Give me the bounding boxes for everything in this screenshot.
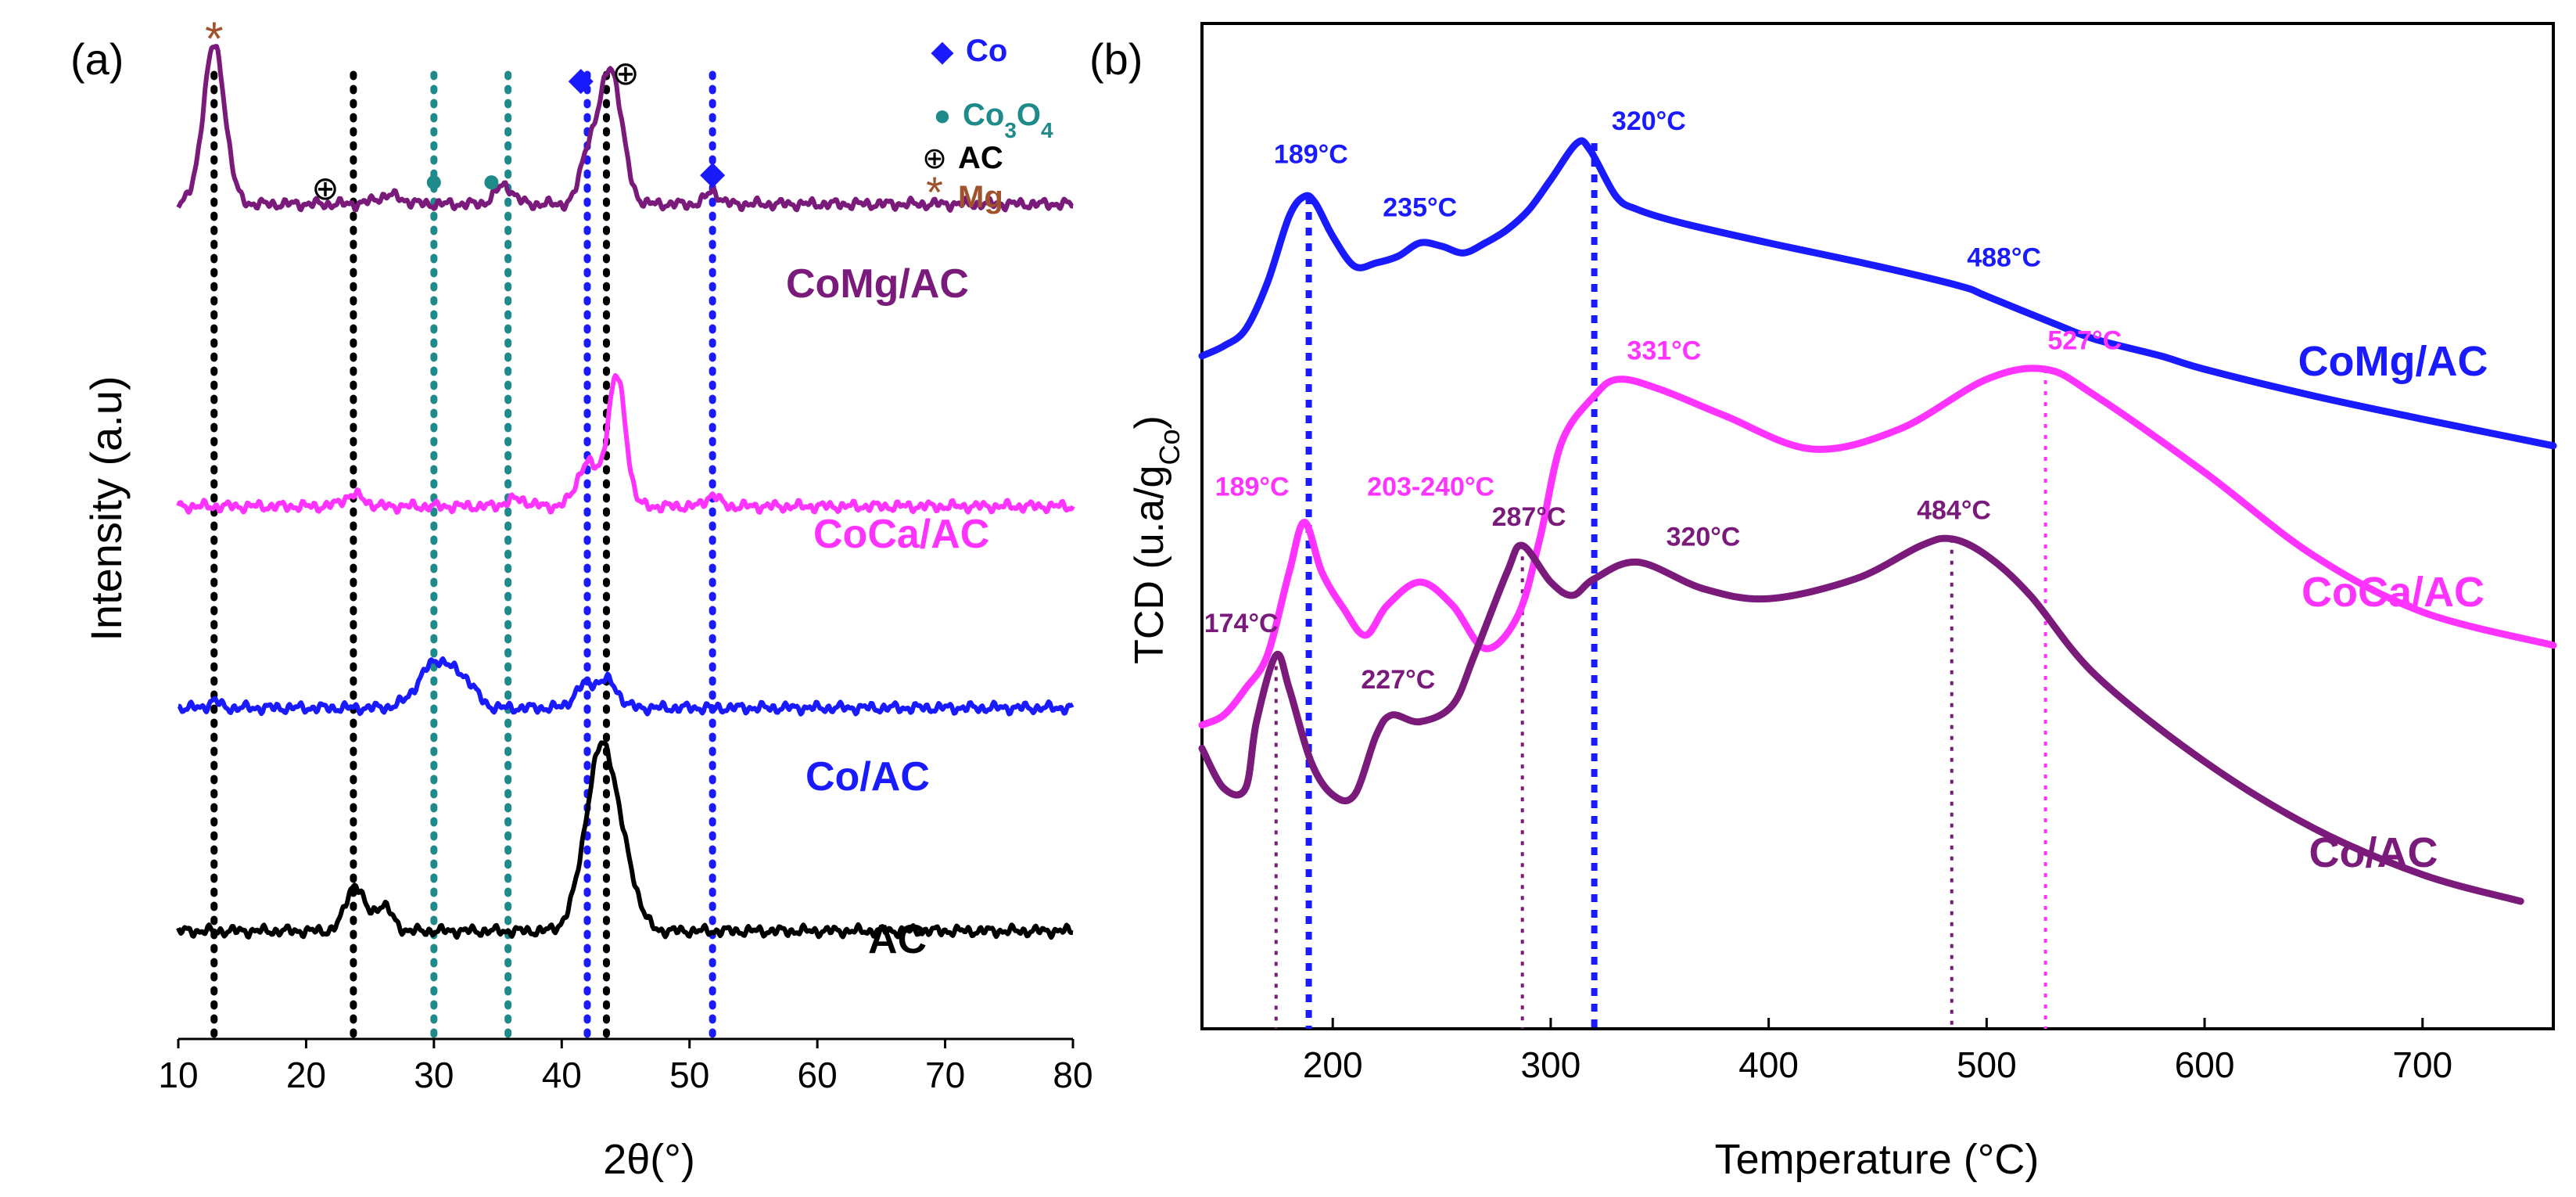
series-label-comg-ac: CoMg/AC xyxy=(786,261,969,307)
peak-annotation: 174°C xyxy=(1204,609,1279,638)
legend-label: Mg xyxy=(958,180,1003,214)
series-coca-ac-line xyxy=(176,372,1075,516)
x-tick-label: 70 xyxy=(925,1055,965,1095)
x-tick-label: 40 xyxy=(542,1055,582,1095)
panel-a-y-axis-label: Intensity (a.u) xyxy=(81,376,131,641)
peak-annotation: 488°C xyxy=(1967,243,2041,272)
panel-a-x-ticks: 10 20 30 40 50 60 70 80 xyxy=(158,1039,1093,1095)
panel-a-legend: ◆ Co ● Co3O4 ⊕ AC * Mg xyxy=(922,34,1053,217)
x-tick-label: 500 xyxy=(1957,1044,2017,1085)
panel-b-plot-frame xyxy=(1200,22,2555,1030)
peak-annotation: 203-240°C xyxy=(1367,473,1494,502)
legend-symbol: ◆ xyxy=(931,35,954,68)
panel-b-x-ticks: 200 300 400 500 600 700 xyxy=(1303,1018,2452,1085)
x-tick-label: 50 xyxy=(669,1055,709,1095)
panel-a-phase-markers: * ⊕ ● ● ◆ ⊕ ◆ xyxy=(205,13,726,207)
x-tick-label: 30 xyxy=(414,1055,454,1095)
panel-a-series-labels: CoMg/AC CoCa/AC Co/AC AC xyxy=(786,261,989,962)
x-tick-label: 400 xyxy=(1738,1044,1799,1085)
panel-a-series xyxy=(176,44,1075,940)
legend-symbol: ● xyxy=(934,99,952,132)
series-ac-line xyxy=(176,740,1075,940)
peak-annotation: 227°C xyxy=(1361,665,1435,695)
peak-annotation: 287°C xyxy=(1492,502,1566,532)
legend-label: AC xyxy=(958,141,1003,175)
phase-marker: ● xyxy=(424,162,443,199)
peak-annotation: 189°C xyxy=(1274,140,1348,170)
series-co-ac-line xyxy=(1198,534,2524,905)
phase-marker: ● xyxy=(482,162,501,199)
peak-annotation: 235°C xyxy=(1383,193,1457,223)
legend-label: Co xyxy=(966,34,1007,68)
panel-b-series xyxy=(1198,137,2557,905)
legend-item-mg: * Mg xyxy=(926,167,1003,217)
phase-marker: ◆ xyxy=(569,60,594,97)
series-label-co-ac: Co/AC xyxy=(805,754,930,800)
panel-b: (b) TCD (u.a/gCo) Temperature (°C) 200 30… xyxy=(1089,22,2557,1183)
phase-marker: ◆ xyxy=(700,154,726,191)
peak-annotation: 320°C xyxy=(1612,106,1686,136)
panel-a: (a) Intensity (a.u) 2θ(°) 10 20 30 40 50 60 70… xyxy=(70,13,1093,1183)
panel-b-annotations: 189°C 235°C 320°C 488°C 331°C 527°C 189°C 203-2… xyxy=(1204,106,2122,695)
panel-b-label: (b) xyxy=(1089,34,1143,84)
x-tick-label: 60 xyxy=(798,1055,838,1095)
legend-symbol: ⊕ xyxy=(922,142,947,175)
x-tick-label: 10 xyxy=(158,1055,198,1095)
series-label-ac: AC xyxy=(868,917,927,962)
legend-item-ac: ⊕ AC xyxy=(922,141,1003,175)
panel-b-series-labels: CoMg/AC CoCa/AC Co/AC xyxy=(2298,338,2488,876)
peak-annotation: 527°C xyxy=(2047,326,2122,356)
series-label-coca-ac: CoCa/AC xyxy=(2302,569,2485,616)
legend-item-co3o4: ● Co3O4 xyxy=(934,98,1054,142)
x-tick-label: 20 xyxy=(286,1055,326,1095)
x-tick-label: 200 xyxy=(1303,1044,1363,1085)
peak-annotation: 320°C xyxy=(1667,522,1741,552)
phase-marker: ⊕ xyxy=(311,170,339,207)
legend-symbol: * xyxy=(926,167,943,217)
x-tick-label: 80 xyxy=(1053,1055,1092,1095)
x-tick-label: 700 xyxy=(2392,1044,2452,1085)
phase-marker: * xyxy=(205,13,223,65)
legend-label: Co3O4 xyxy=(963,98,1053,142)
legend-item-co: ◆ Co xyxy=(931,34,1007,68)
panel-b-reference-lines xyxy=(1274,143,2047,1029)
panel-a-x-axis-label: 2θ(°) xyxy=(603,1136,695,1183)
series-coca-ac-line xyxy=(1198,365,2557,729)
panel-a-reference-lines xyxy=(210,70,716,1043)
x-tick-label: 300 xyxy=(1521,1044,1581,1085)
series-label-coca-ac: CoCa/AC xyxy=(813,512,989,557)
panel-a-label: (a) xyxy=(70,34,124,84)
series-comg-ac-line xyxy=(1198,137,2557,450)
series-label-comg-ac: CoMg/AC xyxy=(2298,338,2488,385)
phase-marker: ⊕ xyxy=(612,55,639,92)
panel-b-x-axis-label: Temperature (°C) xyxy=(1715,1136,2040,1183)
peak-annotation: 484°C xyxy=(1917,495,1991,525)
series-label-co-ac: Co/AC xyxy=(2309,829,2438,876)
x-tick-label: 600 xyxy=(2175,1044,2235,1085)
peak-annotation: 331°C xyxy=(1627,336,1701,365)
series-co-ac-line xyxy=(177,656,1075,717)
peak-annotation: 189°C xyxy=(1215,473,1290,502)
panel-b-y-axis-label: TCD (u.a/gCo) xyxy=(1127,415,1186,664)
series-comg-ac-line xyxy=(176,44,1075,213)
